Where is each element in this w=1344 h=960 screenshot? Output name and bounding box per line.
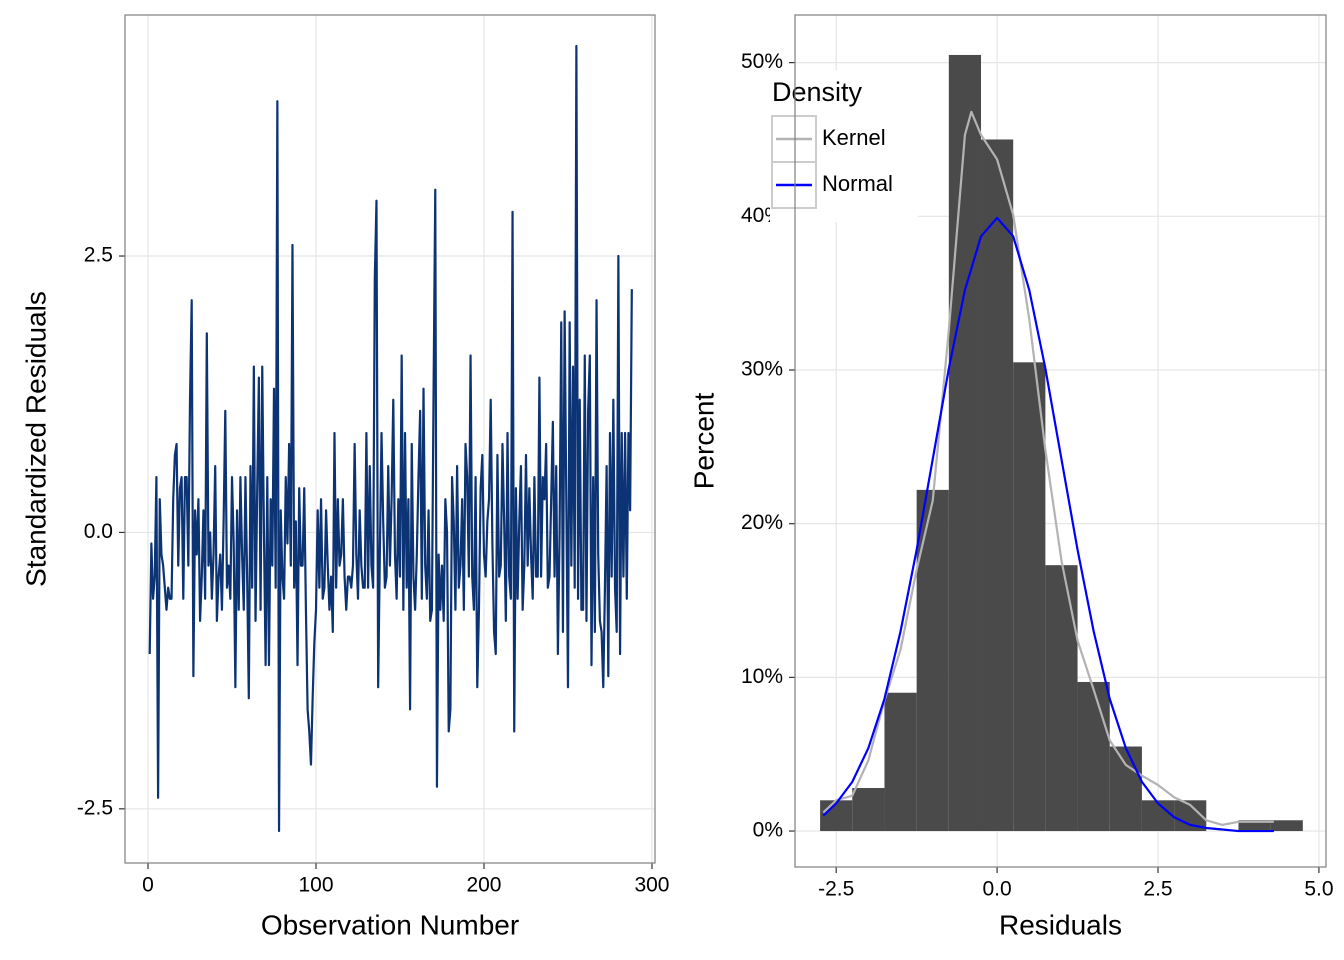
y-tick-label: 10% — [741, 665, 783, 688]
y-tick-label: 0% — [753, 819, 783, 842]
plot-border — [124, 14, 656, 864]
plot-border — [794, 14, 1327, 868]
histogram-bar — [1077, 681, 1110, 832]
data-line — [148, 44, 633, 833]
x-tick-label: 0 — [142, 874, 154, 897]
y-tick-label: 50% — [741, 50, 783, 73]
y-tick-label: -2.5 — [77, 796, 113, 819]
density-line — [822, 110, 1274, 826]
x-axis-title: Observation Number — [261, 909, 519, 940]
y-tick-label: 30% — [741, 358, 783, 381]
x-axis-title: Residuals — [999, 909, 1122, 940]
legend-label: Kernel — [822, 125, 886, 150]
histogram-bar — [981, 139, 1014, 832]
y-tick-label: 2.5 — [84, 244, 113, 267]
density-line — [822, 216, 1274, 833]
histogram-bar — [1270, 820, 1303, 832]
histogram-bar — [852, 788, 885, 832]
y-tick-label: 0.0 — [84, 520, 113, 543]
histogram-bar — [1238, 820, 1271, 832]
y-tick-label: 20% — [741, 511, 783, 534]
x-tick-label: 5.0 — [1304, 878, 1333, 901]
histogram-bar — [1045, 565, 1078, 832]
x-tick-label: 300 — [634, 874, 669, 897]
x-tick-label: -2.5 — [818, 878, 854, 901]
histogram-bar — [884, 692, 917, 832]
legend: Density Kernel Normal — [770, 70, 918, 222]
x-tick-label: 2.5 — [1143, 878, 1172, 901]
y-axis-title: Percent — [688, 393, 719, 490]
x-tick-label: 0.0 — [983, 878, 1012, 901]
panel: -2.5 0.0 2.5 0 100 200 300 Observation Number St… — [20, 14, 669, 940]
histogram-bar — [1109, 746, 1142, 832]
legend-label: Normal — [822, 171, 893, 196]
legend-title: Density — [772, 77, 863, 107]
histogram-bar — [1141, 800, 1175, 832]
x-tick-label: 200 — [466, 874, 501, 897]
x-tick-label: 100 — [298, 874, 333, 897]
y-axis-title: Standardized Residuals — [20, 291, 51, 587]
histogram-bar — [948, 54, 982, 832]
panel: 0%10%20%30%40%50%-2.5 0.0 2.5 5.0DensityKer… — [688, 14, 1334, 940]
histogram-bar — [1013, 362, 1046, 832]
histogram-bar — [916, 489, 949, 832]
histogram-bar — [820, 800, 853, 832]
